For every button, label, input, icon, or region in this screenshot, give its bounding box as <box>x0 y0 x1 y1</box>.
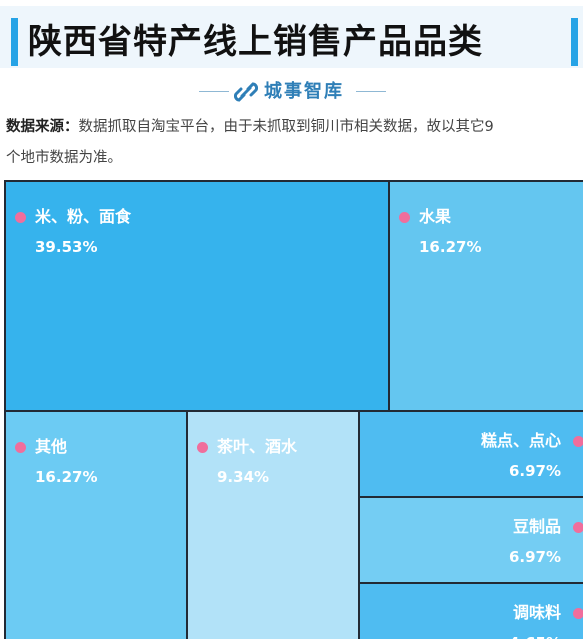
tile-percentage: 4.65% <box>509 633 561 639</box>
tile-percentage: 16.27% <box>35 468 98 486</box>
tile-percentage: 39.53% <box>35 238 98 256</box>
legend-marker-dot <box>197 442 208 453</box>
title-accent-bar-left <box>11 18 18 66</box>
title-accent-bar-right <box>571 18 578 66</box>
title-banner: 陕西省特产线上销售产品品类 <box>0 6 583 68</box>
tile-label: 豆制品 <box>512 517 561 536</box>
brand-row: 城事智库 <box>0 78 583 106</box>
legend-marker-dot <box>399 212 410 223</box>
treemap-tile: 水果 16.27% <box>388 180 583 412</box>
treemap-tile: 豆制品 6.97% <box>358 496 583 584</box>
tile-percentage: 6.97% <box>508 548 561 566</box>
tile-label: 水果 <box>419 207 452 226</box>
treemap-tile: 米、粉、面食 39.53% <box>4 180 390 412</box>
treemap-tile: 糕点、点心 6.97% <box>358 410 583 498</box>
tile-label: 其他 <box>35 437 68 456</box>
treemap-chart: 米、粉、面食 39.53% 水果 16.27% 其他 16.27% 茶叶、酒水 9.34% 糕点… <box>0 178 583 639</box>
treemap-tile: 其他 16.27% <box>4 410 188 639</box>
treemap-tile: 调味料 4.65% <box>358 582 583 639</box>
legend-marker-dot <box>573 436 583 447</box>
source-note: 数据来源：数据抓取自淘宝平台，由于未抓取到铜川市相关数据，故以其它9 <box>6 115 581 140</box>
tile-label: 调味料 <box>512 603 561 622</box>
legend-marker-dot <box>15 212 26 223</box>
tile-percentage: 16.27% <box>419 238 482 256</box>
link-chain-logo-icon <box>234 82 258 102</box>
source-label: 数据来源： <box>6 119 79 135</box>
tile-label: 米、粉、面食 <box>35 207 132 226</box>
source-text-line2: 个地市数据为准。 <box>6 150 122 166</box>
tile-label: 茶叶、酒水 <box>217 437 298 456</box>
legend-marker-dot <box>15 442 26 453</box>
treemap-tile: 茶叶、酒水 9.34% <box>186 410 360 639</box>
page-title: 陕西省特产线上销售产品品类 <box>28 22 483 62</box>
brand-name: 城事智库 <box>264 81 344 102</box>
legend-marker-dot <box>573 608 583 619</box>
legend-marker-dot <box>573 522 583 533</box>
tile-label: 糕点、点心 <box>480 431 561 450</box>
tile-percentage: 6.97% <box>508 462 561 480</box>
brand-divider-left <box>199 91 229 92</box>
tile-percentage: 9.34% <box>217 468 270 486</box>
brand-divider-right <box>356 91 386 92</box>
source-text: 数据抓取自淘宝平台，由于未抓取到铜川市相关数据，故以其它9 <box>78 119 494 135</box>
